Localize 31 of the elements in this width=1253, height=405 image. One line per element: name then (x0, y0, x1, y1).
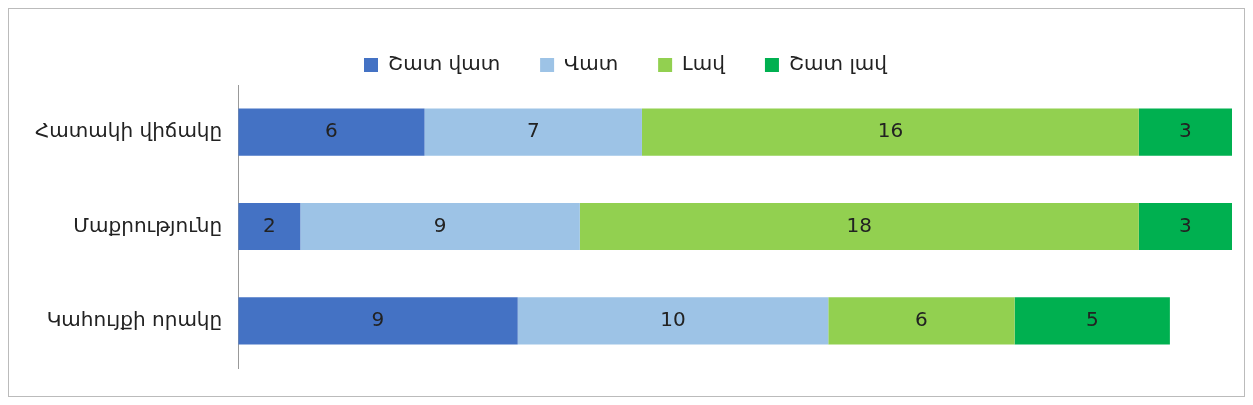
data-label: 10 (660, 307, 686, 332)
bar (424, 108, 642, 156)
legend-label: Շատ լավ (788, 51, 888, 76)
data-label: 6 (915, 307, 928, 332)
data-label: 9 (433, 212, 447, 237)
data-label: 3 (1179, 118, 1192, 143)
data-label: 18 (846, 212, 873, 237)
data-label: 5 (1085, 307, 1099, 332)
bar (1014, 297, 1170, 345)
legend-label: Վատ (564, 51, 619, 76)
data-label: 16 (877, 118, 904, 143)
bar (579, 202, 1139, 251)
bar (238, 297, 518, 345)
data-label: 2 (262, 212, 276, 237)
bar (641, 108, 1139, 156)
y-tick-label: Հատակի վիճակը (34, 118, 223, 143)
legend-label: Լավ (682, 51, 726, 76)
data-label: 3 (1179, 212, 1192, 237)
data-label: 9 (371, 307, 385, 332)
bar (517, 297, 829, 345)
bar (238, 202, 301, 251)
data-label: 6 (325, 118, 338, 143)
bar (828, 297, 1015, 345)
y-tick-label: Կահույքի որակը (46, 307, 223, 332)
bar (238, 108, 425, 156)
bar (1138, 202, 1232, 251)
legend-label: Շատ վատ (388, 51, 501, 76)
data-label: 7 (526, 118, 540, 143)
bar (1138, 108, 1232, 156)
y-tick-label: Մաքրությունը (73, 212, 223, 237)
bar (300, 202, 580, 251)
